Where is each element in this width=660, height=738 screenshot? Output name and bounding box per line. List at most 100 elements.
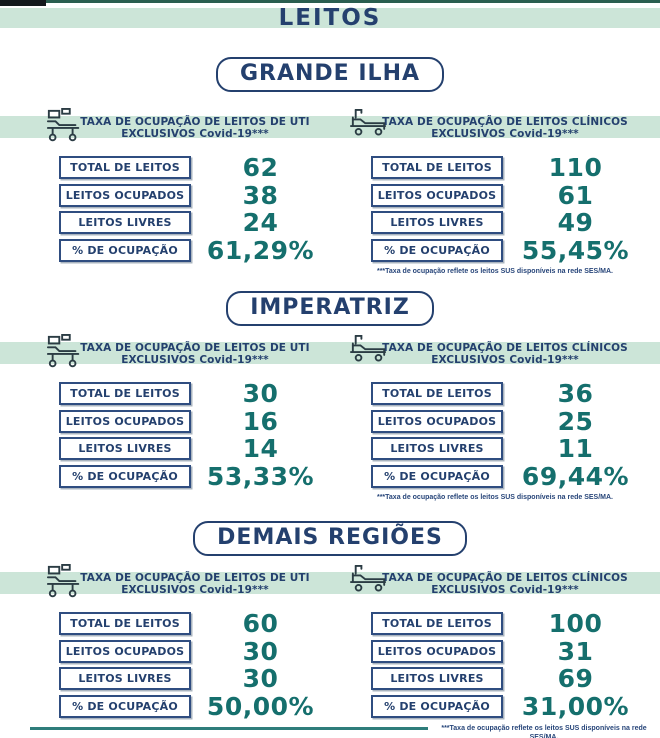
table-row: % DE OCUPAÇÃO 31,00% <box>330 692 660 721</box>
clinicos-panel-title: TAXA DE OCUPAÇÃO DE LEITOS CLÍNICOS EXCL… <box>330 570 660 596</box>
row-value: 30 <box>242 636 279 666</box>
footnote: ***Taxa de ocupação reflete os leitos SU… <box>376 494 613 501</box>
table-row: % DE OCUPAÇÃO 55,45% <box>330 236 660 265</box>
row-label-box: LEITOS LIVRES <box>59 437 191 461</box>
panel-header-band <box>0 342 660 364</box>
table-row: % DE OCUPAÇÃO 69,44% <box>330 461 660 491</box>
table-row: TOTAL DE LEITOS 60 <box>0 609 330 639</box>
table-row: LEITOS LIVRES 24 <box>0 208 330 238</box>
clinicos-title-line2: EXCLUSIVOS Covid-19*** <box>431 354 579 366</box>
row-label-box: LEITOS OCUPADOS <box>371 639 503 663</box>
hospital-bed-icon <box>350 334 388 372</box>
uti-panel-title: TAXA DE OCUPAÇÃO DE LEITOS DE UTI EXCLUS… <box>0 114 330 140</box>
row-label-box: % DE OCUPAÇÃO <box>371 464 503 488</box>
row-value: 30 <box>242 379 279 409</box>
top-border-line <box>0 0 660 3</box>
row-value: 25 <box>557 406 594 436</box>
row-value: 69,44% <box>521 461 630 491</box>
row-label-box: LEITOS OCUPADOS <box>59 639 191 663</box>
clinicos-panel-title: TAXA DE OCUPAÇÃO DE LEITOS CLÍNICOS EXCL… <box>330 340 660 366</box>
row-value: 60 <box>242 609 279 639</box>
row-value: 38 <box>242 180 279 210</box>
section-imperatriz: IMPERATRIZ <box>0 291 660 502</box>
row-label-box: LEITOS LIVRES <box>371 211 503 235</box>
row-label-box: TOTAL DE LEITOS <box>59 612 191 636</box>
footnote: ***Taxa de ocupação reflete os leitos SU… <box>376 268 613 275</box>
uti-panel: TAXA DE OCUPAÇÃO DE LEITOS DE UTI EXCLUS… <box>0 564 330 721</box>
row-label-box: LEITOS LIVRES <box>371 667 503 691</box>
bottom-divider <box>30 726 428 730</box>
panel-header-band <box>0 572 660 594</box>
clinicos-title-line1: TAXA DE OCUPAÇÃO DE LEITOS CLÍNICOS <box>382 572 628 584</box>
row-label-box: TOTAL DE LEITOS <box>59 156 191 180</box>
clinicos-panel: TAXA DE OCUPAÇÃO DE LEITOS CLÍNICOS EXCL… <box>330 108 660 265</box>
table-row: % DE OCUPAÇÃO 53,33% <box>0 461 330 491</box>
table-row: LEITOS LIVRES 49 <box>330 208 660 238</box>
uti-title-line2: EXCLUSIVOS Covid-19*** <box>121 584 269 596</box>
row-label-box: TOTAL DE LEITOS <box>59 382 191 406</box>
uti-panel-header: TAXA DE OCUPAÇÃO DE LEITOS DE UTI EXCLUS… <box>0 334 330 380</box>
clinicos-panel-header: TAXA DE OCUPAÇÃO DE LEITOS CLÍNICOS EXCL… <box>330 334 660 380</box>
row-value: 31 <box>557 636 594 666</box>
uti-panel-header: TAXA DE OCUPAÇÃO DE LEITOS DE UTI EXCLUS… <box>0 564 330 610</box>
table-row: LEITOS OCUPADOS 38 <box>0 180 330 210</box>
table-row: TOTAL DE LEITOS 36 <box>330 379 660 409</box>
uti-table: TOTAL DE LEITOS 62 LEITOS OCUPADOS 38 LE… <box>0 153 330 265</box>
hospital-bed-icon <box>350 108 388 146</box>
row-label-box: TOTAL DE LEITOS <box>371 156 503 180</box>
icu-bed-icon <box>46 334 84 372</box>
uti-title-line2: EXCLUSIVOS Covid-19*** <box>121 128 269 140</box>
clinicos-title-line2: EXCLUSIVOS Covid-19*** <box>431 128 579 140</box>
uti-title-line1: TAXA DE OCUPAÇÃO DE LEITOS DE UTI <box>80 342 310 354</box>
panels-row: TAXA DE OCUPAÇÃO DE LEITOS DE UTI EXCLUS… <box>0 564 660 721</box>
uti-title-line1: TAXA DE OCUPAÇÃO DE LEITOS DE UTI <box>80 572 310 584</box>
row-value: 49 <box>557 208 594 238</box>
row-label-box: LEITOS LIVRES <box>371 437 503 461</box>
clinicos-title-line1: TAXA DE OCUPAÇÃO DE LEITOS CLÍNICOS <box>382 116 628 128</box>
table-row: LEITOS OCUPADOS 31 <box>330 636 660 666</box>
row-label-box: % DE OCUPAÇÃO <box>59 694 191 718</box>
row-label-box: TOTAL DE LEITOS <box>371 612 503 636</box>
row-value: 24 <box>242 208 279 238</box>
clinicos-panel-header: TAXA DE OCUPAÇÃO DE LEITOS CLÍNICOS EXCL… <box>330 564 660 610</box>
panels-row: TAXA DE OCUPAÇÃO DE LEITOS DE UTI EXCLUS… <box>0 108 660 265</box>
row-label-box: LEITOS OCUPADOS <box>59 183 191 207</box>
panel-header-band <box>0 116 660 138</box>
row-label-box: LEITOS OCUPADOS <box>59 409 191 433</box>
clinicos-table: TOTAL DE LEITOS 110 LEITOS OCUPADOS 61 L… <box>330 153 660 265</box>
uti-panel: TAXA DE OCUPAÇÃO DE LEITOS DE UTI EXCLUS… <box>0 334 330 491</box>
bottom-row: ***Taxa de ocupação reflete os leitos SU… <box>0 723 660 738</box>
region-pill: IMPERATRIZ <box>226 291 434 326</box>
row-value: 53,33% <box>206 461 315 491</box>
row-label-box: % DE OCUPAÇÃO <box>371 694 503 718</box>
row-label-box: LEITOS OCUPADOS <box>371 409 503 433</box>
table-row: LEITOS LIVRES 69 <box>330 664 660 693</box>
uti-table: TOTAL DE LEITOS 30 LEITOS OCUPADOS 16 LE… <box>0 379 330 491</box>
row-value: 61 <box>557 180 594 210</box>
uti-panel: TAXA DE OCUPAÇÃO DE LEITOS DE UTI EXCLUS… <box>0 108 330 265</box>
row-value: 61,29% <box>206 235 315 265</box>
table-row: LEITOS LIVRES 30 <box>0 664 330 693</box>
panels-row: TAXA DE OCUPAÇÃO DE LEITOS DE UTI EXCLUS… <box>0 334 660 491</box>
table-row: LEITOS OCUPADOS 30 <box>0 636 330 666</box>
clinicos-panel-header: TAXA DE OCUPAÇÃO DE LEITOS CLÍNICOS EXCL… <box>330 108 660 154</box>
region-pill: DEMAIS REGIÕES <box>193 521 467 556</box>
row-label-box: LEITOS LIVRES <box>59 667 191 691</box>
table-row: % DE OCUPAÇÃO 61,29% <box>0 235 330 265</box>
table-row: TOTAL DE LEITOS 100 <box>330 609 660 638</box>
clinicos-title-line1: TAXA DE OCUPAÇÃO DE LEITOS CLÍNICOS <box>382 342 628 354</box>
row-value: 36 <box>557 379 594 409</box>
page-title: LEITOS <box>278 5 382 31</box>
section-grande-ilha: GRANDE ILHA <box>0 57 660 276</box>
table-row: LEITOS OCUPADOS 61 <box>330 180 660 210</box>
table-row: TOTAL DE LEITOS 30 <box>0 379 330 409</box>
table-row: LEITOS LIVRES 11 <box>330 434 660 464</box>
icu-bed-icon <box>46 564 84 602</box>
row-value: 110 <box>548 153 603 183</box>
region-pill: GRANDE ILHA <box>215 57 445 92</box>
row-value: 50,00% <box>206 691 315 721</box>
row-value: 11 <box>557 434 594 464</box>
row-value: 62 <box>242 153 279 183</box>
row-label-box: TOTAL DE LEITOS <box>371 382 503 406</box>
